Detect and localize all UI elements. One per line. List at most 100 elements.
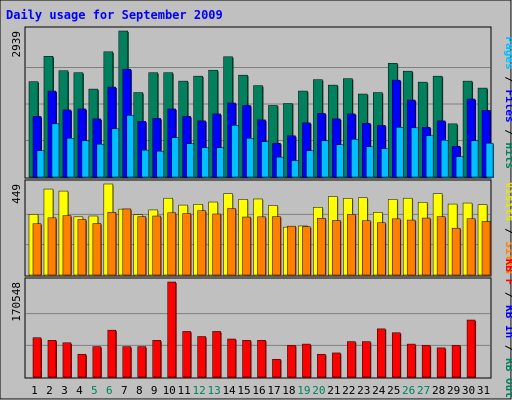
- bar-day-22: [347, 214, 357, 276]
- chart-title: Daily usage for September 2009: [6, 8, 223, 22]
- legend-item: /: [503, 123, 512, 143]
- legend-item: Pages: [503, 37, 512, 70]
- bar-day-18: [287, 225, 297, 276]
- bar-day-5: [92, 223, 102, 276]
- bar-day-22: [351, 138, 360, 178]
- bar-day-14: [231, 125, 240, 178]
- bar-day-23: [366, 146, 375, 178]
- legend-item: /: [503, 285, 512, 305]
- bar-day-1: [32, 223, 42, 276]
- bar-day-2: [47, 217, 57, 276]
- bar-day-17: [276, 156, 285, 178]
- panel-max-label: 449: [10, 184, 23, 204]
- bar-day-21: [336, 144, 345, 178]
- day-label-23: 23: [357, 384, 370, 397]
- day-label-12: 12: [193, 384, 206, 397]
- bar-day-18: [287, 345, 297, 378]
- bar-day-4: [77, 353, 87, 378]
- bar-day-26: [410, 127, 420, 178]
- day-label-13: 13: [207, 384, 220, 397]
- day-label-20: 20: [312, 384, 325, 397]
- bar-day-27: [421, 345, 432, 378]
- bar-day-26: [406, 343, 417, 378]
- bar-day-20: [317, 218, 327, 276]
- bar-day-31: [481, 221, 492, 276]
- day-label-6: 6: [106, 384, 113, 397]
- legend-item: Files: [503, 90, 512, 123]
- bar-day-31: [485, 142, 495, 178]
- bar-day-2: [47, 340, 57, 378]
- panel-3: 170548 KB F / KB In / KB Out: [10, 259, 512, 398]
- bar-day-9: [156, 150, 165, 178]
- day-label-22: 22: [342, 384, 355, 397]
- day-label-11: 11: [178, 384, 191, 397]
- legend-item: /: [503, 338, 512, 358]
- legend-item: KB In: [503, 305, 512, 338]
- bar-day-19: [306, 150, 315, 178]
- day-label-26: 26: [402, 384, 415, 397]
- day-label-31: 31: [477, 384, 490, 397]
- bar-day-14: [227, 208, 237, 276]
- bar-day-3: [62, 215, 72, 276]
- bar-day-22: [347, 341, 357, 378]
- panel-max-label: 2939: [10, 31, 23, 58]
- bar-day-19: [302, 343, 312, 378]
- day-label-19: 19: [297, 384, 310, 397]
- bar-day-20: [317, 353, 327, 378]
- bar-day-18: [291, 160, 300, 178]
- bar-day-28: [440, 139, 450, 178]
- bar-day-27: [421, 217, 432, 276]
- day-label-2: 2: [46, 384, 53, 397]
- day-label-8: 8: [136, 384, 143, 397]
- bar-day-25: [391, 218, 402, 276]
- bar-day-14: [227, 338, 237, 378]
- legend-item: Visits: [503, 182, 512, 222]
- legend-item: Sites: [503, 241, 512, 274]
- day-label-25: 25: [387, 384, 400, 397]
- day-label-5: 5: [91, 384, 98, 397]
- bar-day-24: [377, 328, 387, 378]
- bar-day-11: [182, 213, 192, 276]
- bar-day-12: [197, 210, 207, 276]
- bar-day-6: [111, 128, 120, 178]
- panel-max-label: 170548: [10, 282, 23, 322]
- bar-day-10: [167, 212, 177, 276]
- day-label-30: 30: [462, 384, 475, 397]
- bar-day-3: [62, 342, 72, 378]
- bar-day-25: [391, 332, 402, 378]
- bar-day-6: [107, 212, 117, 276]
- bar-day-7: [122, 208, 132, 276]
- bar-day-13: [216, 147, 225, 178]
- day-label-7: 7: [121, 384, 128, 397]
- bar-day-9: [152, 340, 162, 378]
- bar-day-23: [362, 220, 372, 276]
- bar-day-23: [362, 341, 372, 378]
- bar-day-7: [126, 115, 135, 178]
- day-label-27: 27: [417, 384, 430, 397]
- bar-day-16: [261, 141, 270, 178]
- bar-day-29: [451, 227, 462, 276]
- day-label-17: 17: [267, 384, 280, 397]
- bar-day-5: [92, 346, 102, 378]
- bar-day-16: [257, 340, 267, 378]
- bar-day-21: [332, 220, 342, 276]
- bar-day-30: [466, 319, 477, 378]
- series-kb-f: [32, 281, 477, 378]
- bar-day-10: [167, 281, 177, 378]
- bar-day-25: [395, 127, 405, 178]
- bar-day-12: [201, 147, 210, 178]
- day-label-29: 29: [447, 384, 460, 397]
- day-label-28: 28: [432, 384, 445, 397]
- bar-day-1: [32, 337, 42, 378]
- bar-day-27: [425, 135, 435, 178]
- bar-day-24: [377, 222, 387, 276]
- bar-day-7: [122, 346, 132, 378]
- bar-day-8: [141, 149, 150, 178]
- bar-day-11: [186, 143, 195, 178]
- day-label-14: 14: [222, 384, 236, 397]
- bar-day-13: [212, 213, 222, 276]
- bar-day-26: [406, 219, 417, 276]
- bar-day-30: [466, 218, 477, 276]
- bar-day-29: [451, 345, 462, 378]
